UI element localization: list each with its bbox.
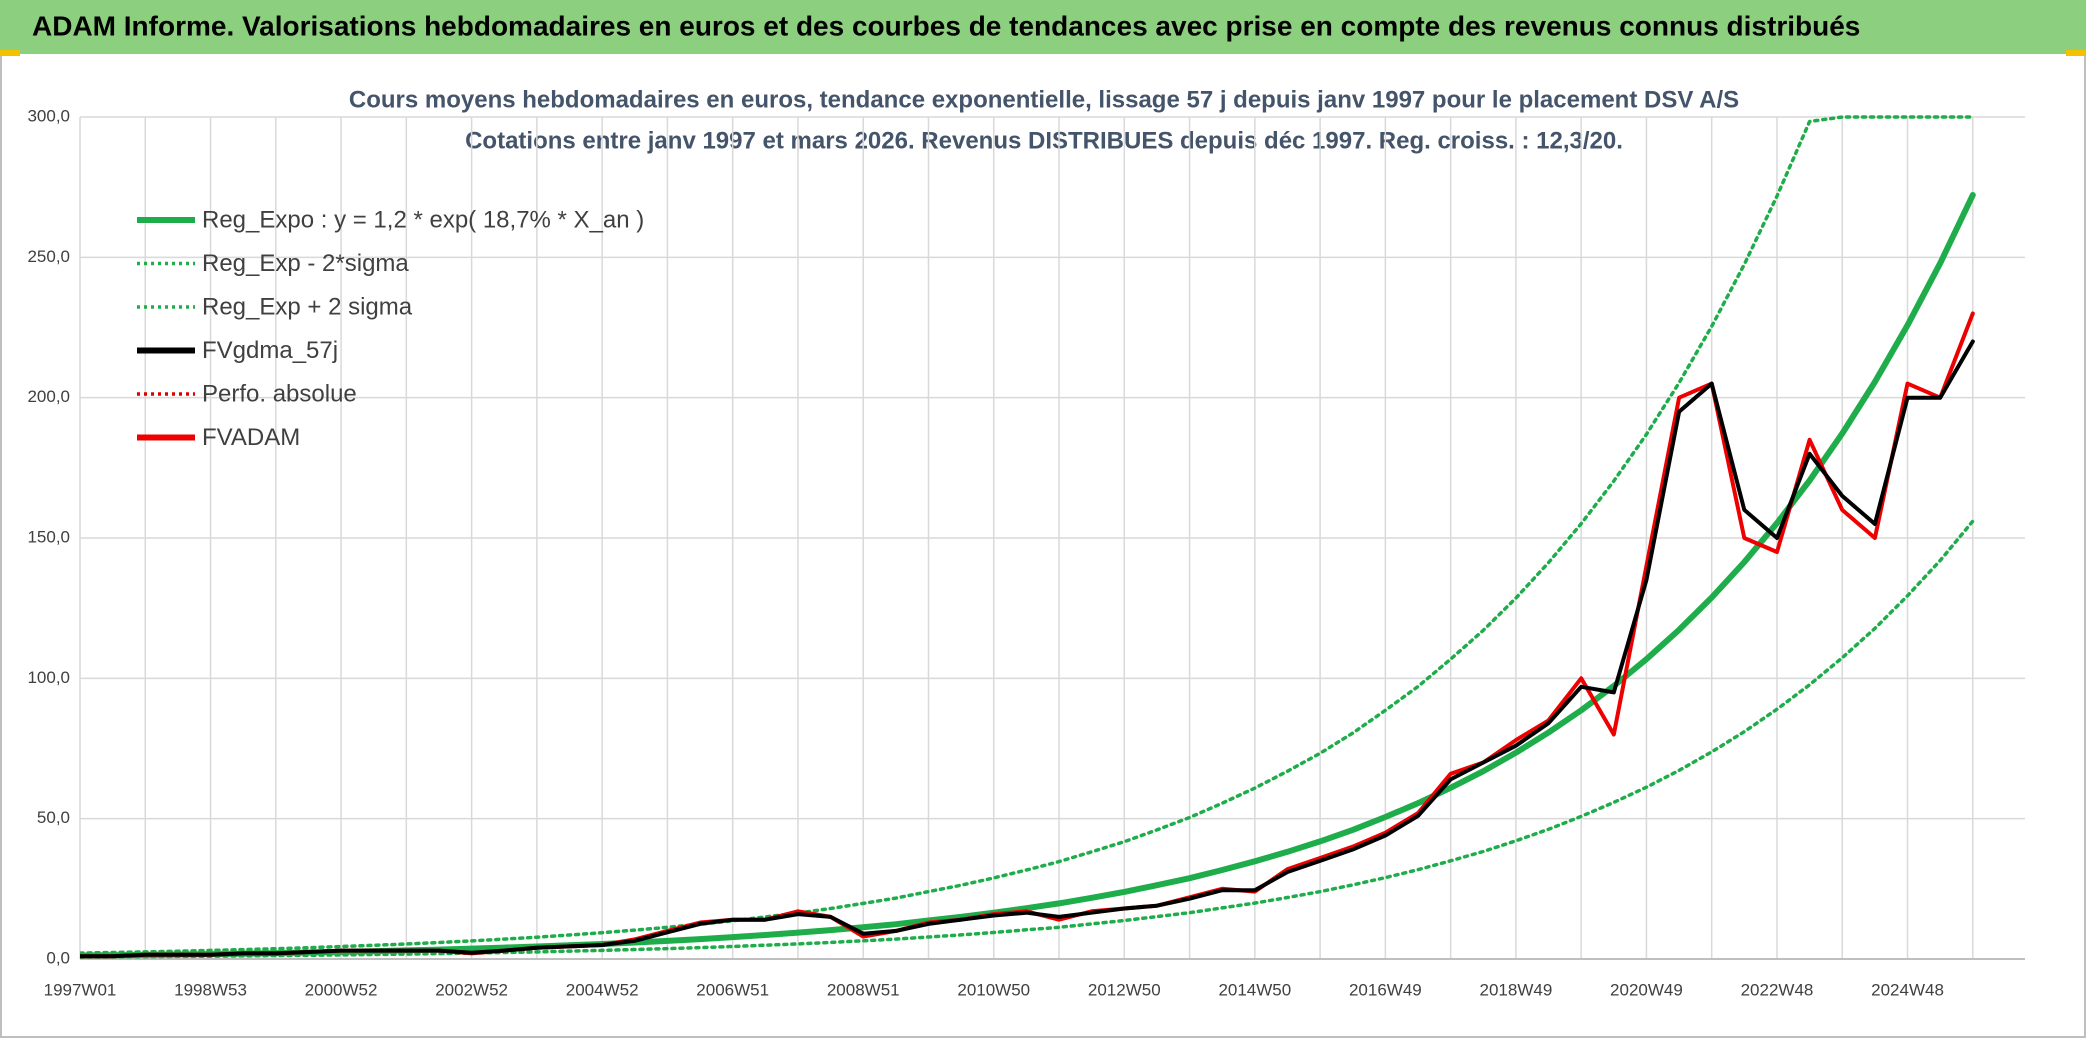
y-tick-label: 200,0 [27,387,70,406]
x-tick-label: 2024W48 [1871,980,1944,999]
x-tick-label: 2000W52 [305,980,378,999]
x-tick-label: 2018W49 [1480,980,1553,999]
x-tick-label: 2022W48 [1741,980,1814,999]
x-tick-label: 2006W51 [696,980,769,999]
y-tick-label: 50,0 [37,808,70,827]
x-tick-label: 2016W49 [1349,980,1422,999]
x-tick-label: 2002W52 [435,980,508,999]
x-tick-label: 2020W49 [1610,980,1683,999]
y-tick-label: 100,0 [27,668,70,687]
legend-label: FVgdma_57j [202,337,338,364]
legend-label: Reg_Exp - 2*sigma [202,250,409,277]
legend-label: Reg_Expo : y = 1,2 * exp( 18,7% * X_an ) [202,206,644,233]
x-tick-label: 2010W50 [957,980,1030,999]
legend-label: Reg_Exp + 2 sigma [202,293,413,320]
y-tick-label: 300,0 [27,106,70,125]
chart-subtitle: Cotations entre janv 1997 et mars 2026. … [465,127,1623,154]
y-tick-label: 250,0 [27,247,70,266]
x-tick-label: 2014W50 [1218,980,1291,999]
series-line [80,519,1975,959]
x-tick-label: 1997W01 [44,980,117,999]
chart-title: Cours moyens hebdomadaires en euros, ten… [349,86,1739,113]
banner-title: ADAM Informe. Valorisations hebdomadaire… [32,10,1860,41]
x-tick-label: 1998W53 [174,980,247,999]
x-tick-label: 2012W50 [1088,980,1161,999]
plot [80,115,1976,959]
banner-bg [0,0,2086,54]
series-line [80,115,1975,955]
x-tick-label: 2004W52 [566,980,639,999]
y-tick-label: 0,0 [46,948,70,967]
series-line [80,339,1975,959]
legend-label: Perfo. absolue [202,380,357,407]
y-tick-label: 150,0 [27,527,70,546]
corner [2066,50,2086,56]
legend-label: FVADAM [202,424,300,451]
corner [0,50,20,56]
x-tick-label: 2008W51 [827,980,900,999]
